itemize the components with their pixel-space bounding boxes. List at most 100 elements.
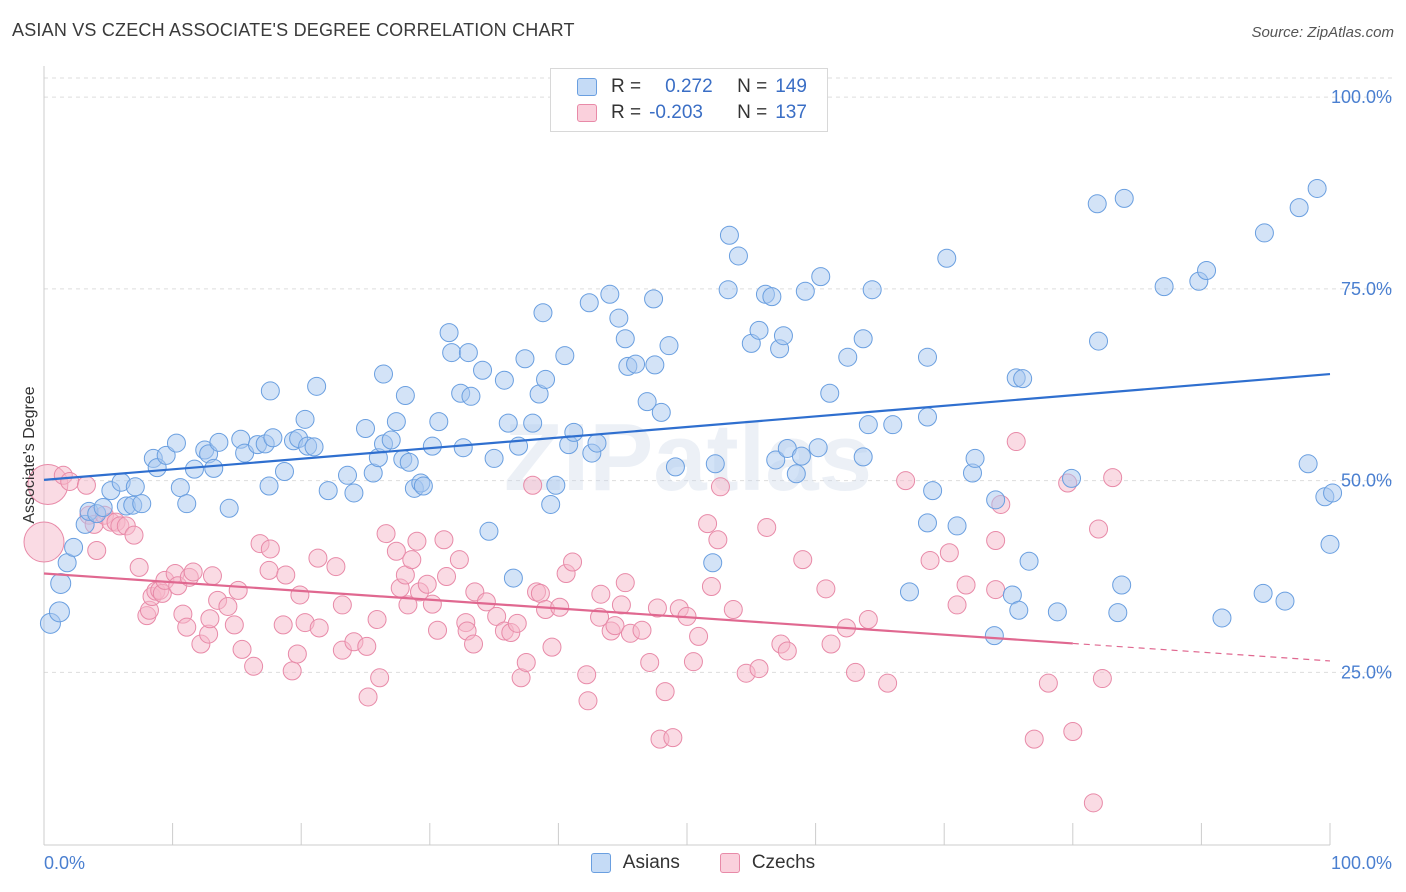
czech-point-119 bbox=[793, 550, 813, 570]
asian-point-49 bbox=[381, 430, 401, 450]
czech-point-7 bbox=[87, 540, 107, 560]
czech-point-93 bbox=[591, 584, 611, 604]
czech-point-139 bbox=[1083, 793, 1103, 813]
watermark: ZIPatlas bbox=[504, 404, 872, 511]
czech-point-73 bbox=[464, 634, 484, 654]
czech-point-92 bbox=[590, 607, 610, 627]
czech-trend-line bbox=[43, 572, 1073, 645]
y-axis-label: Associate's Degree bbox=[21, 386, 38, 523]
czech-point-133 bbox=[1006, 432, 1026, 452]
x-tick-label-0: 0.0% bbox=[44, 853, 85, 873]
czech-point-33 bbox=[218, 596, 238, 616]
czech-n-label: N = bbox=[737, 102, 768, 123]
asian-point-56 bbox=[413, 476, 433, 496]
asian-point-86 bbox=[609, 308, 629, 328]
asian-point-111 bbox=[795, 281, 815, 301]
czech-point-53 bbox=[358, 687, 378, 707]
czech-n-value: 137 bbox=[775, 102, 807, 123]
source-label: Source: ZipAtlas.com bbox=[1251, 24, 1394, 41]
asian-point-21 bbox=[184, 459, 204, 479]
czech-point-118 bbox=[777, 641, 797, 661]
czech-point-47 bbox=[308, 548, 328, 568]
asian-point-33 bbox=[260, 381, 280, 401]
asian-point-17 bbox=[156, 445, 176, 465]
czech-point-128 bbox=[939, 543, 959, 563]
asian-point-91 bbox=[644, 289, 664, 309]
asian-point-113 bbox=[811, 267, 831, 287]
czech-point-109 bbox=[698, 514, 718, 534]
y-tick-label-2: 50.0% bbox=[1341, 471, 1392, 491]
czech-point-112 bbox=[710, 477, 730, 497]
asian-point-76 bbox=[536, 369, 556, 389]
czech-point-132 bbox=[986, 580, 1006, 600]
asian-point-18 bbox=[166, 433, 186, 453]
czech-point-49 bbox=[326, 557, 346, 577]
legend-item-asians: Asians bbox=[590, 852, 680, 874]
czech-point-65 bbox=[417, 574, 437, 594]
czech-point-97 bbox=[615, 573, 635, 593]
series-legend: Asians Czechs bbox=[0, 852, 1406, 874]
czech-point-96 bbox=[611, 595, 631, 615]
asian-point-115 bbox=[838, 347, 858, 367]
czech-point-123 bbox=[845, 662, 865, 682]
asian-point-126 bbox=[937, 248, 957, 268]
asian-point-142 bbox=[1114, 188, 1134, 208]
czech-point-84 bbox=[530, 583, 550, 603]
czech-point-34 bbox=[224, 615, 244, 635]
asian-point-32 bbox=[259, 476, 279, 496]
czech-point-90 bbox=[577, 665, 597, 685]
legend-row-czechs: R = -0.203 N = 137 bbox=[551, 100, 807, 126]
czech-point-120 bbox=[816, 579, 836, 599]
czech-point-35 bbox=[228, 580, 248, 600]
asian-point-19 bbox=[170, 478, 190, 498]
asian-point-40 bbox=[307, 376, 327, 396]
czech-point-57 bbox=[376, 524, 396, 544]
czech-point-14 bbox=[129, 557, 149, 577]
czech-point-82 bbox=[523, 475, 543, 495]
asian-point-125 bbox=[923, 481, 943, 501]
czech-point-111 bbox=[708, 530, 728, 550]
asian-point-26 bbox=[219, 498, 239, 518]
czechs-swatch-icon bbox=[719, 853, 740, 873]
asian-point-127 bbox=[947, 516, 967, 536]
czech-point-129 bbox=[956, 575, 976, 595]
czech-point-61 bbox=[402, 550, 422, 570]
asian-trend-line bbox=[43, 372, 1331, 482]
asian-point-146 bbox=[1254, 223, 1274, 243]
asian-r-value: 0.272 bbox=[665, 76, 713, 97]
czech-r-label: R = bbox=[611, 102, 642, 123]
asian-point-141 bbox=[1089, 331, 1109, 351]
asian-point-98 bbox=[718, 280, 738, 300]
asian-swatch-icon bbox=[577, 78, 597, 96]
asian-point-90 bbox=[637, 392, 657, 412]
asian-point-43 bbox=[344, 483, 364, 503]
asian-point-60 bbox=[442, 343, 462, 363]
czech-point-138 bbox=[1063, 721, 1083, 741]
y-tick-label-3: 25.0% bbox=[1341, 662, 1392, 682]
czech-point-91 bbox=[578, 691, 598, 711]
x-tick-label-1: 100.0% bbox=[1331, 853, 1392, 873]
asian-point-104 bbox=[762, 287, 782, 307]
asian-point-123 bbox=[917, 407, 937, 427]
asian-point-107 bbox=[773, 326, 793, 346]
asian-point-87 bbox=[615, 329, 635, 349]
legend-item-czechs: Czechs bbox=[719, 852, 815, 874]
asian-point-44 bbox=[356, 419, 375, 439]
asian-point-110 bbox=[791, 446, 811, 466]
czech-point-70 bbox=[449, 550, 469, 570]
asian-point-151 bbox=[1323, 483, 1343, 503]
asian-point-147 bbox=[1289, 198, 1309, 218]
czech-point-27 bbox=[183, 562, 203, 582]
correlation-legend: R = 0.272 N = 149 R = -0.203 N = 137 bbox=[550, 68, 828, 132]
asian-point-114 bbox=[820, 383, 840, 403]
czech-point-141 bbox=[1089, 519, 1109, 539]
czech-point-103 bbox=[655, 682, 675, 702]
asian-point-84 bbox=[587, 433, 607, 453]
czech-point-126 bbox=[896, 471, 916, 491]
czech-point-100 bbox=[640, 652, 660, 672]
czech-point-45 bbox=[290, 585, 310, 605]
czech-point-104 bbox=[663, 728, 683, 748]
czech-point-142 bbox=[1103, 468, 1123, 488]
czech-point-86 bbox=[542, 637, 562, 657]
asian-point-143 bbox=[1154, 277, 1174, 297]
